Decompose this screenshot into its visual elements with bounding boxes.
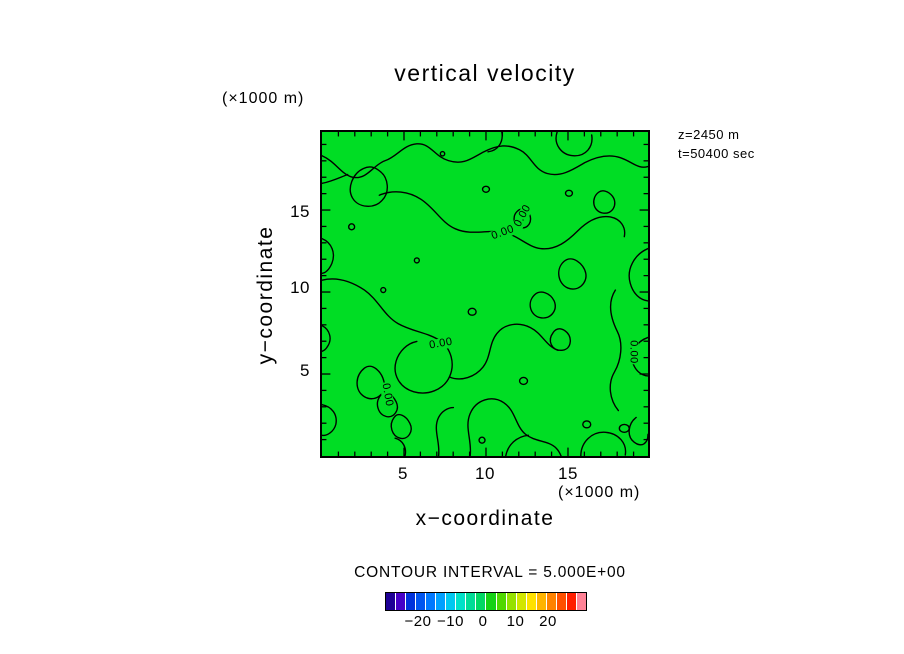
x-tick-label-15: 15 <box>558 464 578 483</box>
contour-lines <box>322 132 648 456</box>
annotation-height: z=2450 m <box>678 127 740 142</box>
x-tick-label-10: 10 <box>475 464 495 483</box>
y-tick-label-15: 15 <box>290 202 310 221</box>
annotation-time: t=50400 sec <box>678 146 755 161</box>
x-tick-label-5: 5 <box>398 464 408 483</box>
colorbar-tick-20: 20 <box>539 613 557 630</box>
contour-label: 0.00 <box>627 339 640 365</box>
x-axis-label: x−coordinate <box>415 507 555 530</box>
plot-title: vertical velocity <box>394 60 576 86</box>
x-axis-unit-label: (×1000 m) <box>558 484 641 501</box>
axis-ticks <box>322 132 648 456</box>
colorbar-tick-minus10: −10 <box>437 613 464 630</box>
y-tick-label-5: 5 <box>300 361 310 380</box>
colorbar-tick-minus20: −20 <box>404 613 432 630</box>
y-axis-label: y−coordinate <box>254 225 277 365</box>
plot-area: 0.00 0.00 0.00 0.00 0.00 <box>320 130 650 458</box>
colorbar-tick-labels: −20 −10 0 10 20 <box>385 613 585 631</box>
colorbar <box>385 592 587 611</box>
colorbar-tick-10: 10 <box>506 613 525 630</box>
colorbar-tick-zero: 0 <box>478 613 488 630</box>
y-axis-unit-label: (×1000 m) <box>222 90 305 107</box>
contour-interval-text: CONTOUR INTERVAL = 5.000E+00 <box>354 564 626 581</box>
y-tick-label-10: 10 <box>290 278 310 297</box>
